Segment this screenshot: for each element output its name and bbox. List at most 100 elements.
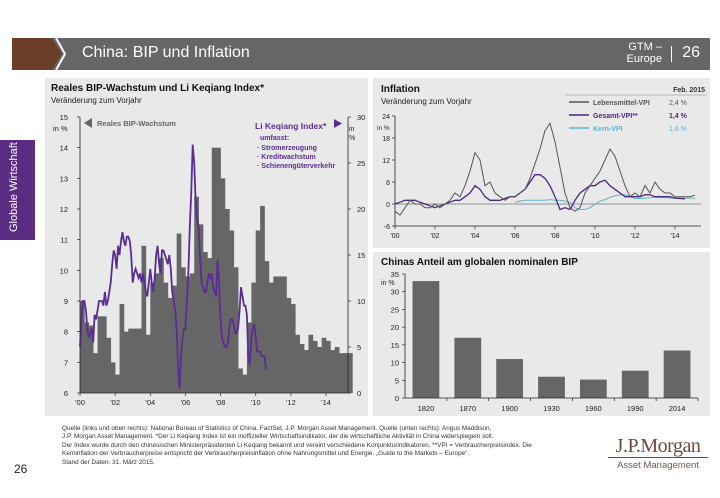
gdp-bar <box>277 276 283 393</box>
inflation-x-tick-label: '06 <box>510 233 519 240</box>
gdp-bar <box>233 267 239 393</box>
share-bar <box>538 376 565 398</box>
share-bar <box>412 281 440 398</box>
gdp-bar <box>312 340 318 393</box>
inflation-y-tick-label: 18 <box>382 136 390 143</box>
gdp-bar <box>330 350 336 393</box>
gdp-bar <box>290 304 296 393</box>
gdp-bar <box>343 353 349 393</box>
inflation-series-line <box>394 174 686 211</box>
gdp-bar <box>132 328 138 393</box>
gdp-bar <box>115 374 120 393</box>
gdp-subtitle: Veränderung zum Vorjahr <box>51 96 142 105</box>
share-bar <box>579 379 607 398</box>
inflation-y-tick-label: 0 <box>386 202 390 209</box>
li-keqiang-line <box>79 144 267 389</box>
gdp-bar <box>304 350 309 393</box>
gdp-bar <box>224 209 230 393</box>
page-number: 26 <box>14 462 28 476</box>
gdp-bar <box>264 261 270 393</box>
gdp-bar <box>145 334 151 393</box>
share-panel: Chinas Anteil am globalen nominalen BIP … <box>373 252 710 416</box>
inflation-legend-label: Kern-VPI <box>593 126 623 133</box>
gdp-right-unit: in <box>349 126 355 133</box>
gdp-bar <box>110 362 116 393</box>
gdp-bar <box>101 316 107 393</box>
inflation-chart: in % Feb. 2015 Lebensmittel-VPI 2,4 % Gesa… <box>377 87 707 240</box>
gdp-bar <box>172 285 177 393</box>
gdp-bar <box>211 147 217 393</box>
header-divider <box>671 46 672 62</box>
inflation-y-tick-label: 6 <box>386 180 390 187</box>
section-sidebar: Globale Wirtschaft <box>0 140 35 240</box>
share-x-tick-label: 1990 <box>627 404 644 413</box>
gdp-bar <box>189 273 195 393</box>
gdp-x-tick-label: '04 <box>145 398 155 407</box>
gdp-y2-tick-label: 10 <box>357 297 365 306</box>
gdp-y-tick-label: 7 <box>64 358 68 367</box>
gdp-bar <box>238 368 243 393</box>
inflation-x-tick-label: '14 <box>670 233 679 240</box>
header-page-number: 26 <box>682 44 700 61</box>
source-note-line: J.P. Morgan Asset Management. *Der Li Ke… <box>62 433 494 441</box>
header-chevron <box>52 38 62 70</box>
gdp-y2-tick-label: 20 <box>357 205 365 214</box>
gdp-y2-tick-label: 30 <box>357 113 365 122</box>
gdp-y-tick-label: 14 <box>60 144 68 153</box>
gdp-y2-tick-label: 25 <box>357 159 365 168</box>
gdp-bar <box>84 322 90 393</box>
section-label: Globale Wirtschaft <box>8 142 20 232</box>
source-notes: Quelle (links und oben rechts): National… <box>62 425 602 467</box>
inflation-x-tick-label: '04 <box>470 233 479 240</box>
arrow-right-icon <box>334 119 342 128</box>
gdp-line-note-item: · Schienengüterverkehr <box>257 163 335 170</box>
gdp-y-tick-label: 9 <box>64 297 68 306</box>
gdp-y-tick-label: 6 <box>64 389 68 398</box>
gdp-line-note-title: umfasst: <box>260 135 289 142</box>
gdp-y2-tick-label: 0 <box>357 389 361 398</box>
gdp-bar <box>163 282 169 393</box>
inflation-title: Inflation <box>381 84 420 95</box>
guide-label-line2: Europe <box>626 53 662 65</box>
gdp-y-tick-label: 8 <box>64 328 68 337</box>
gdp-y-tick-label: 11 <box>60 236 68 245</box>
gdp-y2-tick-label: 5 <box>357 343 361 352</box>
gdp-bar <box>128 328 134 393</box>
share-bar <box>454 337 482 398</box>
inflation-y-tick-label: -6 <box>384 224 390 231</box>
gdp-y-tick-label: 10 <box>60 266 68 275</box>
gdp-bar <box>97 316 103 393</box>
share-y-tick-label: 5 <box>395 376 399 385</box>
guide-label: GTM – Europe <box>627 41 662 65</box>
share-x-tick-label: 1820 <box>418 404 435 413</box>
gdp-bar <box>348 353 353 393</box>
jpmorgan-logo: J.P.Morgan Asset Management <box>608 436 708 471</box>
gdp-bar <box>326 340 331 393</box>
gdp-line-note-item: · Kreditwachstum <box>257 154 316 161</box>
gdp-x-tick-label: '06 <box>181 398 191 407</box>
gdp-bar <box>106 337 112 393</box>
share-y-tick-label: 25 <box>391 305 399 314</box>
gdp-bar <box>154 273 160 393</box>
gdp-chart: in % Reales BIP-Wachstum Li Keqiang Inde… <box>53 113 365 407</box>
share-x-tick-label: 1960 <box>585 404 602 413</box>
gdp-bar <box>159 258 164 393</box>
gdp-y2-tick-label: 15 <box>357 251 365 260</box>
gdp-x-tick-label: '12 <box>286 398 296 407</box>
inflation-y-tick-label: 12 <box>382 158 390 165</box>
gdp-bar <box>137 328 142 393</box>
gdp-bar <box>119 304 125 393</box>
gdp-y-tick-label: 12 <box>60 205 68 214</box>
gdp-bar <box>308 334 314 393</box>
inflation-legend-value: 1,4 % <box>669 113 688 120</box>
gdp-right-unit: % <box>349 135 355 142</box>
gdp-line-note-item: · Stromerzeugung <box>257 145 317 152</box>
logo-wordmark: J.P.Morgan <box>608 436 708 458</box>
gdp-bar <box>93 353 98 393</box>
chevron-right-icon <box>55 38 66 70</box>
gdp-bar <box>255 230 261 393</box>
gdp-bar <box>321 337 327 393</box>
inflation-subtitle: Veränderung zum Vorjahr <box>381 97 472 106</box>
share-y-tick-label: 20 <box>391 323 399 332</box>
inflation-y-tick-label: 24 <box>382 114 390 121</box>
